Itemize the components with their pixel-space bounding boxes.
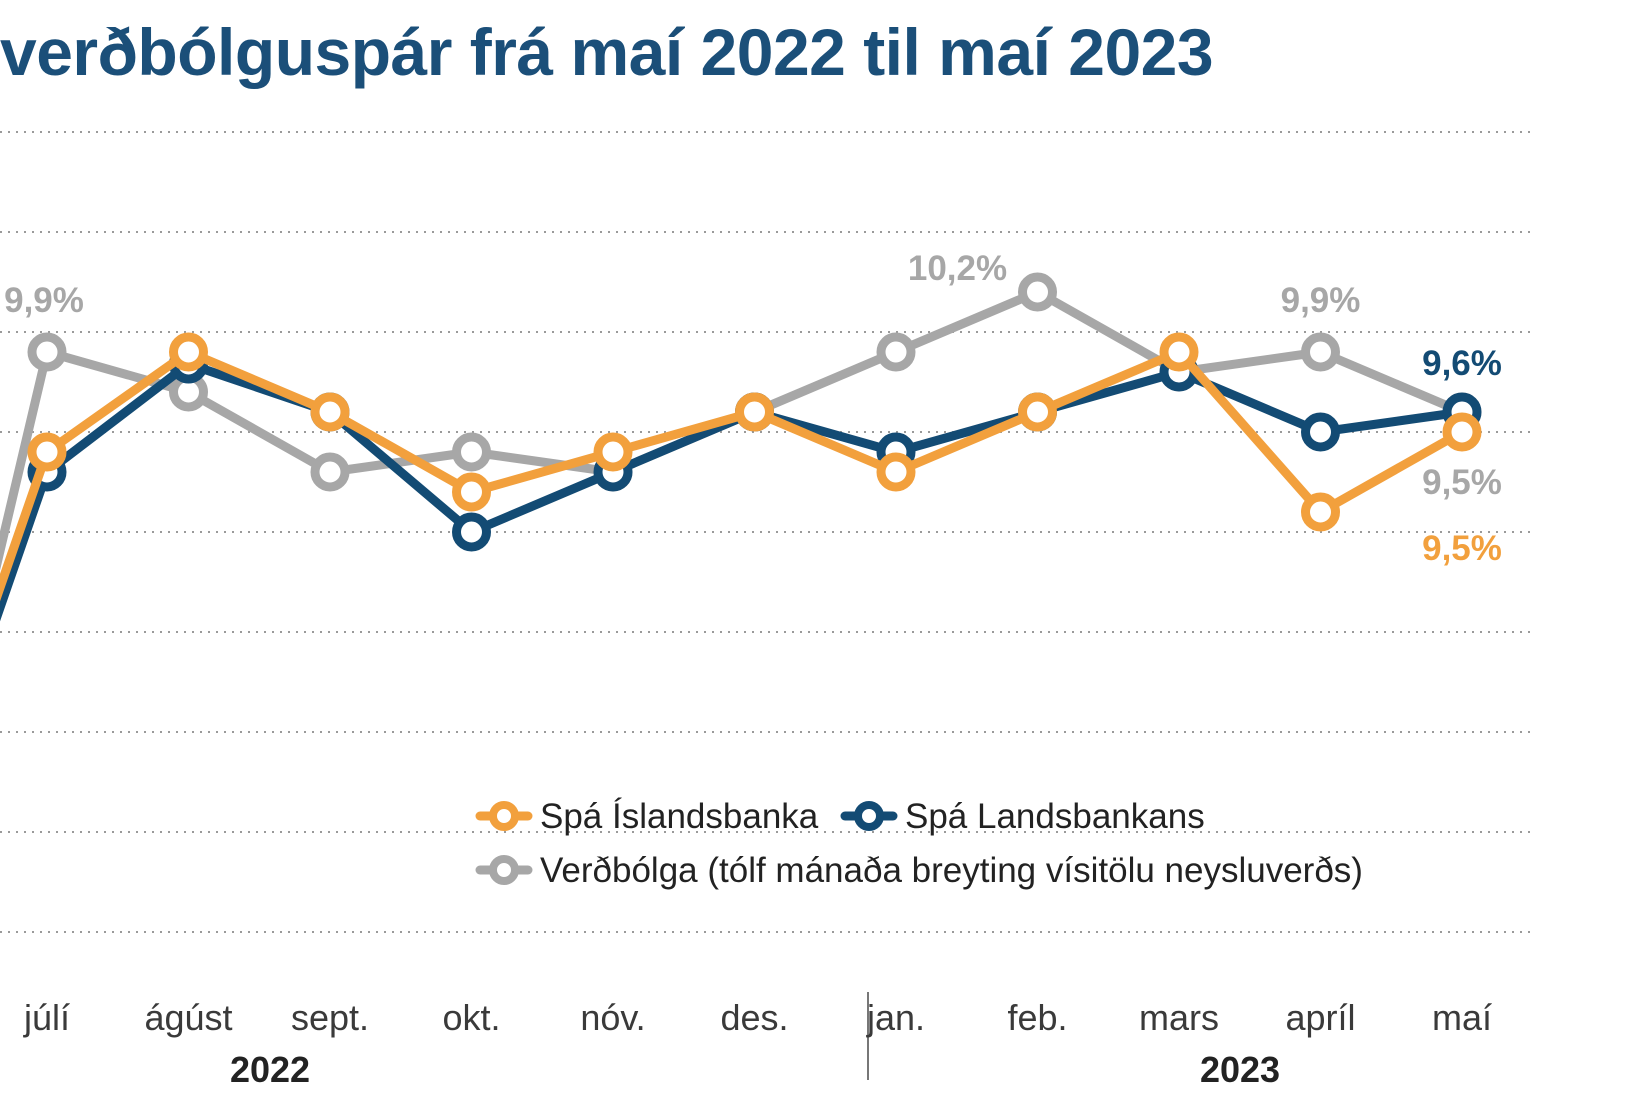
series-2-point-9 [1301, 332, 1340, 372]
data-label-verdbolga-0: 9,9% [4, 281, 84, 320]
series-0-point-9 [1301, 492, 1340, 532]
data-label-verdbolga-10: 9,5% [1422, 463, 1502, 502]
series-line-2 [0, 287, 1467, 571]
series-0-point-6 [876, 452, 916, 492]
series-line-1 [0, 359, 1467, 622]
series-0-point-7 [1018, 392, 1057, 432]
x-tick-label: mars [1139, 997, 1219, 1038]
x-tick-label: okt. [442, 997, 500, 1038]
data-label-landsbankinn-end: 9,6% [1422, 344, 1502, 383]
x-tick-label: sept. [291, 997, 369, 1038]
data-label-verdbolga-7: 10,2% [908, 249, 1007, 288]
x-tick-label: maí [1432, 997, 1492, 1038]
chart-title: verðbólguspár frá maí 2022 til maí 2023 [0, 15, 1214, 89]
series-1-point-3 [452, 512, 491, 552]
series-line-0 [0, 347, 1467, 602]
series-0-point-10 [1442, 412, 1482, 452]
series-0-point-4 [593, 432, 633, 472]
x-tick-label: ágúst [144, 997, 232, 1038]
series-2-point-3 [452, 432, 491, 472]
series-0-point-5 [735, 392, 774, 432]
year-label-2023: 2023 [1200, 1049, 1280, 1090]
series-2-point-0 [27, 332, 67, 372]
x-tick-label: des. [720, 997, 788, 1038]
x-tick-label: jan. [866, 997, 925, 1038]
x-tick-label: apríl [1285, 997, 1355, 1038]
series-0-point-0 [27, 432, 67, 472]
series-2-point-6 [876, 332, 916, 372]
legend-swatch-marker-2 [489, 855, 519, 885]
series-0-point-8 [1159, 332, 1199, 372]
series-0-point-3 [452, 472, 491, 512]
data-label-verdbolga-9: 9,9% [1281, 281, 1361, 320]
year-label-2022: 2022 [230, 1049, 310, 1090]
legend-label-1: Spá Landsbankans [905, 797, 1205, 836]
series-1-point-9 [1301, 412, 1340, 452]
legend-swatch-marker-1 [854, 801, 884, 831]
legend-label-2: Verðbólga (tólf mánaða breyting vísitölu… [540, 851, 1363, 890]
x-tick-label: nóv. [580, 997, 645, 1038]
series-0-point-1 [169, 332, 208, 372]
series-2-point-7 [1018, 272, 1057, 312]
data-label-islandsbanki-end: 9,5% [1422, 529, 1502, 568]
x-tick-label: júlí [23, 997, 70, 1038]
legend-swatch-marker-0 [489, 801, 519, 831]
series-0-point-2 [310, 392, 350, 432]
series-2-point-2 [310, 452, 350, 492]
legend-label-0: Spá Íslandsbanka [540, 797, 819, 836]
x-tick-label: feb. [1007, 997, 1067, 1038]
